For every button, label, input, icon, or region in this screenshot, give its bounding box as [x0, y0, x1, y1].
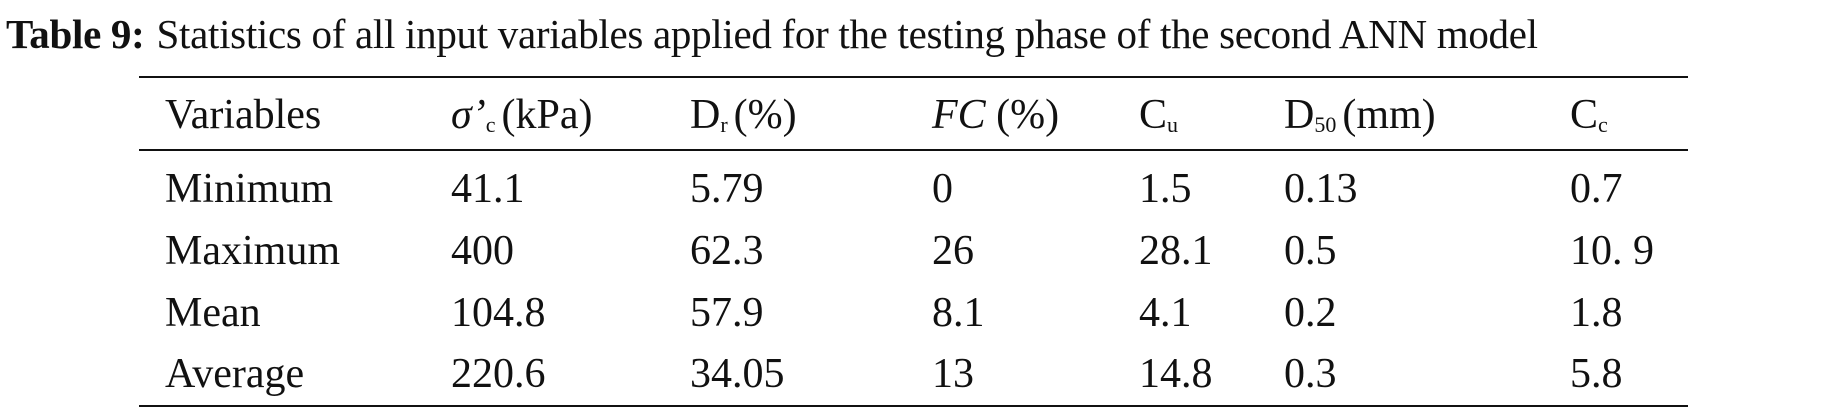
table-caption: Table 9: Statistics of all input variable… [6, 10, 1538, 58]
table-cell: 1.5 [1139, 166, 1192, 212]
header-symbol: C [1139, 92, 1168, 138]
table-cell: 0.13 [1284, 166, 1358, 212]
column-header: Dr (%) [690, 94, 797, 136]
table-cell: 5.8 [1570, 351, 1623, 397]
row-label: Minimum [165, 166, 334, 212]
column-header: FC (%) [932, 94, 1059, 136]
table-cell: 57.9 [690, 290, 764, 336]
row-label: Average [165, 351, 305, 397]
table-cell: 0.3 [1284, 351, 1337, 397]
table-cell: 104.8 [451, 290, 546, 336]
table-cell: 0.7 [1570, 166, 1623, 212]
table-cell: 4.1 [1139, 290, 1192, 336]
header-symbol: FC [932, 92, 986, 138]
table-cell: 220.6 [451, 351, 546, 397]
table-cell: 400 [451, 228, 514, 274]
column-header: Cc [1570, 94, 1614, 136]
table-cell: 5.79 [690, 166, 764, 212]
table-cell: 41.1 [451, 166, 525, 212]
table-cell: 28.1 [1139, 228, 1213, 274]
header-subscript: u [1167, 112, 1179, 137]
header-unit: (mm) [1342, 92, 1436, 138]
header-subscript: c [1598, 112, 1608, 137]
row-label: Mean [165, 290, 261, 336]
header-symbol: Variables [165, 92, 322, 138]
header-unit: (kPa) [501, 92, 593, 138]
header-symbol: C [1570, 92, 1599, 138]
table-cell: 0 [932, 166, 953, 212]
header-subscript: r [720, 112, 728, 137]
table-cell: 13 [932, 351, 974, 397]
table-cell: 10. 9 [1570, 228, 1654, 274]
table-cell: 62.3 [690, 228, 764, 274]
header-symbol: σ’ [451, 92, 486, 138]
column-header: Variables [165, 94, 321, 136]
column-header: Cu [1139, 94, 1184, 136]
table-cell: 14.8 [1139, 351, 1213, 397]
row-label: Maximum [165, 228, 340, 274]
top-rule [139, 76, 1688, 78]
header-unit: (%) [733, 92, 797, 138]
table-cell: 26 [932, 228, 974, 274]
column-header: D50 (mm) [1284, 94, 1436, 136]
header-unit: (%) [996, 92, 1060, 138]
table-cell: 1.8 [1570, 290, 1623, 336]
caption-text: Statistics of all input variables applie… [156, 11, 1538, 57]
table-cell: 0.2 [1284, 290, 1337, 336]
header-subscript: c [485, 112, 496, 137]
table-cell: 34.05 [690, 351, 785, 397]
column-header: σ’c (kPa) [451, 94, 592, 136]
header-symbol: D [690, 92, 721, 138]
header-rule [139, 149, 1688, 151]
table-cell: 8.1 [932, 290, 985, 336]
bottom-rule [139, 405, 1688, 407]
caption-label: Table 9: [6, 11, 145, 57]
header-subscript: 50 [1314, 112, 1337, 137]
header-symbol: D [1284, 92, 1315, 138]
table-cell: 0.5 [1284, 228, 1337, 274]
